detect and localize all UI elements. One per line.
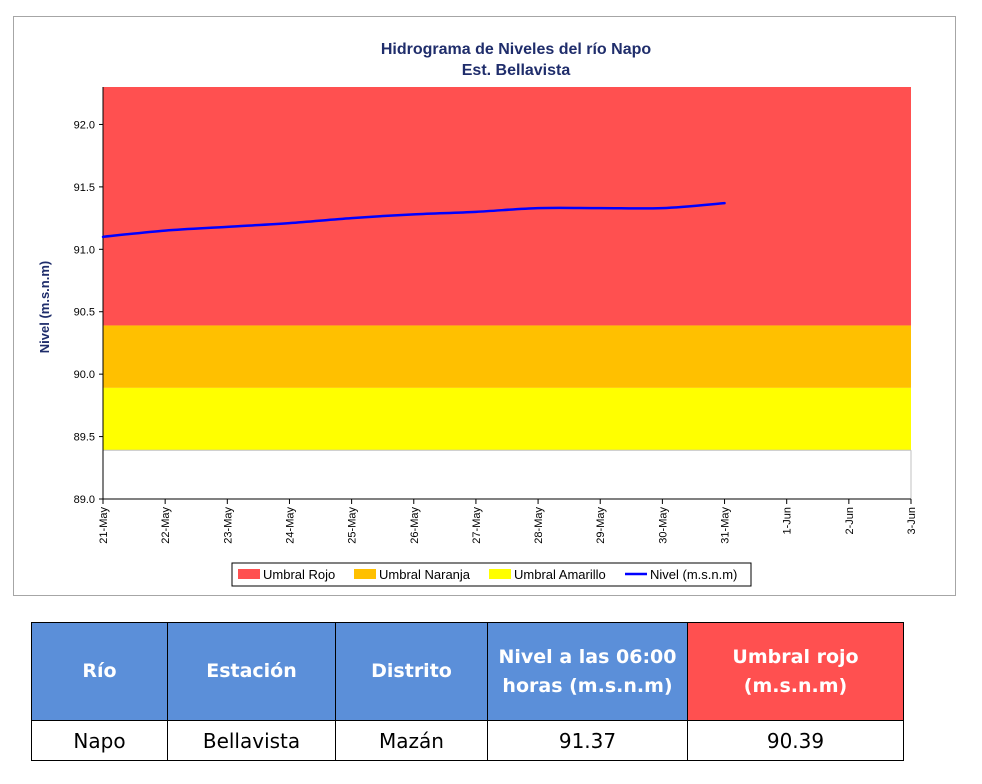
data-point	[288, 222, 291, 224]
chart-subtitle: Est. Bellavista	[462, 62, 571, 79]
header-rio: Río	[31, 622, 168, 721]
data-point	[723, 202, 726, 204]
legend-label-umbral-rojo: Umbral Rojo	[263, 567, 335, 582]
series-layer	[101, 201, 726, 239]
band-umbral-naranja	[103, 325, 911, 388]
y-tick-label: 92.0	[74, 119, 95, 131]
threshold-bands	[103, 87, 912, 499]
x-tick-label: 1-Jun	[782, 507, 794, 535]
cell-rio: Napo	[31, 720, 168, 761]
x-tick-label: 31-May	[720, 507, 732, 544]
legend-swatch-umbral-rojo	[238, 569, 260, 579]
data-point	[412, 213, 415, 216]
legend-label-nivel: Nivel (m.s.n.m)	[650, 567, 737, 582]
cell-umbral-rojo: 90.39	[687, 720, 904, 761]
header-umbral-rojo: Umbral rojo (m.s.n.m)	[687, 622, 904, 721]
band-umbral-rojo	[103, 87, 911, 326]
table-row: Napo Bellavista Mazán 91.37 90.39	[31, 720, 904, 761]
y-tick-label: 91.5	[74, 182, 95, 194]
x-tick-label: 24-May	[284, 507, 296, 544]
y-tick-label: 89.0	[74, 494, 95, 506]
x-tick-label: 29-May	[595, 507, 607, 544]
chart-title: Hidrograma de Niveles del río Napo	[381, 41, 652, 58]
table-header-row: Río Estación Distrito Nivel a las 06:00 …	[31, 622, 904, 721]
y-tick-label: 89.5	[74, 432, 95, 444]
data-point	[537, 207, 539, 209]
header-estacion: Estación	[167, 622, 336, 721]
x-tick-label: 23-May	[222, 507, 234, 544]
legend-label-umbral-amarillo: Umbral Amarillo	[514, 567, 606, 582]
x-tick-label: 21-May	[98, 507, 110, 544]
y-tick-label: 90.5	[74, 307, 95, 319]
y-tick-label: 90.0	[74, 369, 95, 381]
data-point	[226, 226, 229, 228]
legend-label-umbral-naranja: Umbral Naranja	[379, 567, 471, 582]
x-tick-label: 3-Jun	[906, 507, 918, 535]
legend: Umbral Rojo Umbral Naranja Umbral Amaril…	[231, 562, 752, 587]
legend-swatch-umbral-naranja	[354, 569, 376, 579]
y-tick-label: 91.0	[74, 244, 95, 256]
data-point	[350, 217, 353, 219]
x-tick-label: 26-May	[409, 507, 421, 544]
header-distrito: Distrito	[335, 622, 488, 721]
data-point	[164, 229, 166, 232]
x-tick-label: 25-May	[347, 507, 359, 544]
band-umbral-amarillo	[103, 387, 911, 451]
legend-swatch-umbral-amarillo	[489, 569, 511, 579]
x-tick-label: 27-May	[471, 507, 483, 544]
x-tick-label: 28-May	[533, 507, 545, 544]
x-tick-label: 30-May	[657, 507, 669, 544]
data-point	[661, 207, 664, 209]
data-point	[102, 236, 104, 238]
station-summary-table: Río Estación Distrito Nivel a las 06:00 …	[31, 622, 904, 761]
y-axis-title: Nivel (m.s.n.m)	[37, 261, 52, 353]
header-nivel: Nivel a las 06:00 horas (m.s.n.m)	[487, 622, 688, 721]
data-point	[475, 211, 477, 213]
axes: 89.0 89.5 90.0 90.5 91.0 91.5 92.0 21-May 22-May…	[74, 87, 918, 544]
x-tick-label: 22-May	[160, 507, 172, 544]
hydrograph-chart: Hidrograma de Niveles del río Napo Est. …	[37, 41, 918, 587]
cell-estacion: Bellavista	[167, 720, 336, 761]
data-point	[599, 207, 602, 209]
cell-distrito: Mazán	[335, 720, 488, 761]
x-tick-label: 2-Jun	[844, 507, 856, 535]
cell-nivel: 91.37	[487, 720, 688, 761]
chart-frame: Hidrograma de Niveles del río Napo Est. …	[13, 16, 956, 596]
